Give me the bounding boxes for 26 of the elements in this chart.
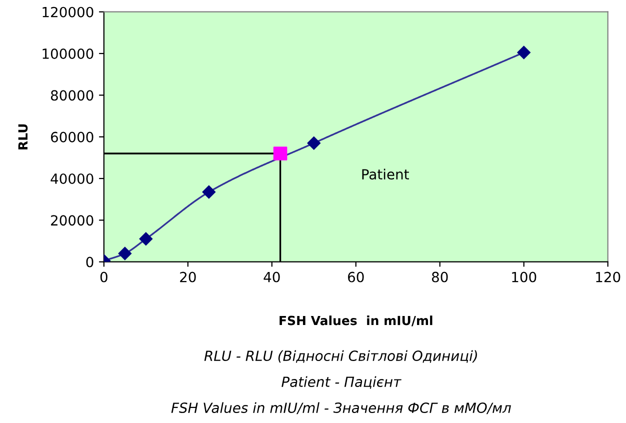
point — [118, 246, 132, 260]
y-tick-label: 80000 — [50, 90, 94, 101]
annotation: Patient — [362, 168, 409, 180]
y-tick-label: 100000 — [42, 48, 94, 59]
point — [273, 146, 288, 160]
text: RLU - RLU (Відносні Світлові Одиниці) — [204, 350, 477, 363]
y-tick-label: 120000 — [42, 6, 94, 18]
x-tick-label: 60 — [348, 272, 364, 282]
text: FSH Values in mIU/ml - Значення ФСГ в мМО/мл — [171, 402, 511, 414]
y-tick-label: 60000 — [50, 132, 94, 142]
x-tick-label: 120 — [596, 272, 620, 282]
text: Patient - Пацієнт — [282, 376, 402, 389]
x-tick-label: 20 — [180, 272, 196, 282]
y-tick-label: 20000 — [51, 215, 94, 226]
point — [307, 136, 320, 150]
x-axis-title: FSH Values in mIU/ml — [280, 316, 432, 326]
point — [202, 185, 216, 199]
x-tick-label: 80 — [432, 272, 448, 282]
x-tick-label: 40 — [264, 272, 280, 282]
point — [139, 232, 152, 246]
y-tick-label: 0 — [86, 256, 94, 268]
x-tick-label: 0 — [100, 272, 108, 282]
point — [517, 46, 530, 60]
x-tick-label: 100 — [512, 272, 536, 282]
y-tick-label: 40000 — [50, 173, 94, 184]
y-axis-title: RLU — [18, 124, 28, 150]
